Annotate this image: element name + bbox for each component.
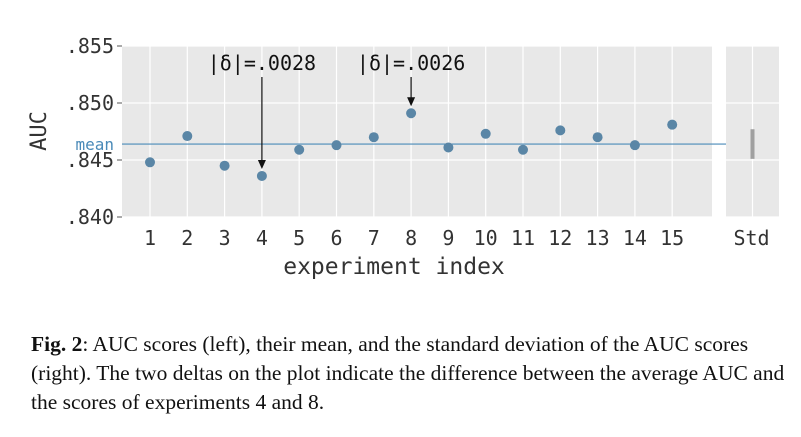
x-tick-label: 6 [330,226,342,250]
data-point [443,142,454,153]
data-point [518,144,528,155]
delta-arrow-head [407,97,416,107]
data-point [368,132,379,143]
data-point [294,144,305,155]
data-point [145,157,155,168]
data-point [629,140,640,151]
data-point [555,125,566,136]
x-axis-label: experiment index [283,254,505,280]
data-point [182,131,193,142]
y-tick-label: .855 [66,34,114,58]
y-tick-label: .850 [66,91,114,115]
delta-annotation: |δ|=.0028 [208,51,316,75]
y-tick-label: .845 [66,148,114,172]
x-tick-label: 7 [368,226,380,250]
std-band [750,129,755,159]
figure-caption: Fig. 2: AUC scores (left), their mean, a… [31,330,791,417]
data-point [331,140,342,151]
std-panel [726,45,779,218]
x-tick-label: 14 [623,226,647,250]
x-tick-label: 11 [511,226,535,250]
scores-panel [122,45,779,218]
std-tick-label: Std [733,226,769,250]
delta-arrow-head [257,159,266,169]
x-tick-label: 5 [293,226,305,250]
plot-background [122,46,712,217]
x-tick-label: 10 [474,226,498,250]
x-tick-label: 13 [586,226,610,250]
caption-lead: Fig. 2 [31,332,83,356]
data-point [406,108,417,119]
x-tick-label: 8 [405,226,417,250]
x-tick-label: 2 [181,226,193,250]
data-point [592,132,603,143]
caption-text: : AUC scores (left), their mean, and the… [31,332,785,414]
y-axis-label: AUC [27,111,52,151]
data-point [219,160,230,171]
x-tick-label: 12 [548,226,572,250]
x-tick-label: 15 [660,226,684,250]
y-tick-label: .840 [66,205,114,229]
x-tick-label: 3 [219,226,231,250]
data-point [667,119,678,130]
delta-annotation: |δ|=.0026 [357,51,465,75]
data-point [256,170,267,181]
x-tick-label: 4 [256,226,268,250]
x-tick-label: 9 [442,226,454,250]
mean-label: mean [75,135,114,154]
data-point [480,128,491,139]
x-tick-label: 1 [144,226,156,250]
